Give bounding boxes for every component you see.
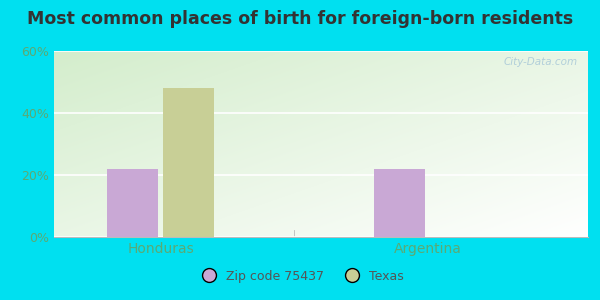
Legend: Zip code 75437, Texas: Zip code 75437, Texas (191, 265, 409, 288)
Text: Most common places of birth for foreign-born residents: Most common places of birth for foreign-… (27, 11, 573, 28)
Bar (163, 88, 214, 237)
Bar (107, 169, 158, 237)
Bar (374, 169, 425, 237)
Text: City-Data.com: City-Data.com (503, 57, 577, 67)
